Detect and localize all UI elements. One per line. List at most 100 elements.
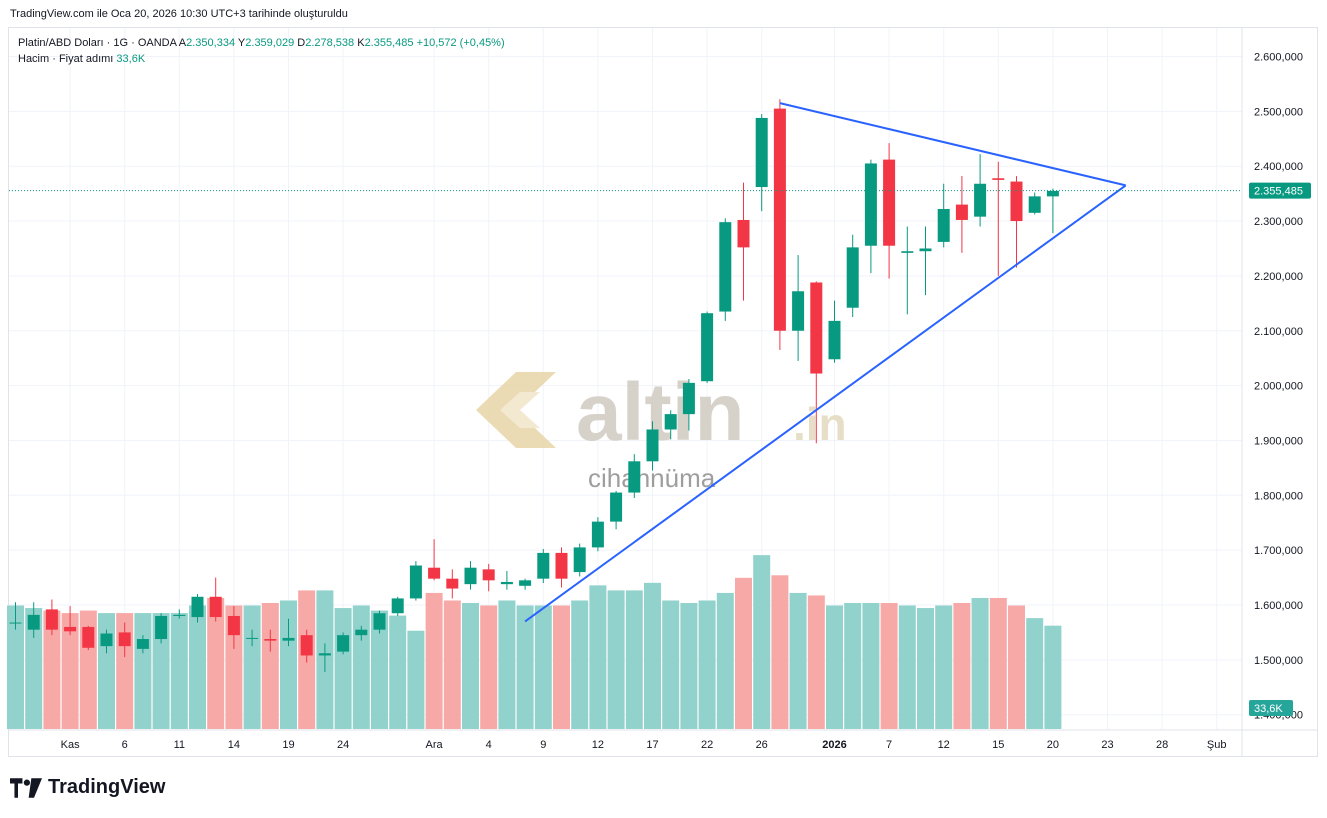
time-tick-label: 14 [228, 739, 240, 751]
candle-body [519, 580, 532, 586]
candles [9, 99, 1059, 672]
watermark-icon-inner [500, 392, 540, 428]
volume-bar [261, 603, 279, 729]
volume-bar [625, 590, 643, 729]
candle-body [27, 614, 40, 630]
volume-bar [571, 600, 589, 729]
volume-bar [1008, 605, 1025, 729]
volume-bar [771, 575, 789, 729]
candle-body [446, 578, 459, 589]
volume-bar [862, 603, 880, 729]
volume-bar [389, 615, 407, 729]
volume-label[interactable]: Hacim · Fiyat adımı [18, 53, 114, 65]
candle-body [955, 204, 968, 220]
time-tick-label: 6 [122, 739, 128, 751]
candle-body [1046, 190, 1059, 197]
candle-body [992, 178, 1005, 180]
time-tick-label: 9 [540, 739, 546, 751]
candle-body [682, 382, 695, 415]
candle-body [227, 615, 240, 636]
volume-bar [243, 605, 261, 729]
candle-body [1028, 196, 1041, 213]
volume-bar [607, 590, 625, 729]
candle-body [337, 635, 350, 652]
price-tick-label: 2.000,000 [1254, 381, 1303, 393]
last-price-badge [1249, 182, 1311, 199]
volume-bar [662, 600, 680, 729]
tradingview-logo-icon [10, 777, 42, 798]
high-label: Y [237, 37, 246, 49]
volume-bar [462, 603, 479, 729]
candle-body [118, 632, 131, 647]
candle-body [846, 247, 859, 308]
price-axis: 2.600,000 2.500,000 2.400,000 2.300,000 2.20… [1254, 52, 1303, 722]
watermark-suffix: .in [793, 398, 847, 450]
time-tick-label: Şub [1207, 739, 1227, 751]
candle-body [300, 635, 313, 656]
time-tick-label: 28 [1156, 739, 1168, 751]
time-tick-label: 12 [938, 739, 950, 751]
candle-body [901, 251, 914, 253]
time-tick-label: 22 [701, 739, 713, 751]
candle-body [100, 633, 113, 647]
volume-bar [334, 608, 352, 729]
volume-bar [898, 605, 916, 729]
chart-frame [8, 27, 1318, 757]
triangle-trendline [524, 184, 1127, 623]
watermark-subtitle: cihannüma [588, 463, 716, 493]
candle-body [701, 313, 714, 382]
volume-bar [498, 600, 516, 729]
volume-bar [826, 605, 843, 729]
close-value: 2.355,485 [364, 37, 414, 49]
time-tick-label: 23 [1101, 739, 1113, 751]
candle-body [773, 108, 786, 331]
volume-bar [352, 605, 370, 729]
volume-bar [189, 605, 206, 729]
price-tick-label: 1.700,000 [1254, 545, 1303, 557]
volume-bar [789, 592, 807, 729]
volume-bar [7, 605, 24, 729]
time-tick-label: 17 [646, 739, 658, 751]
watermark-brand: altin [576, 367, 745, 458]
volume-bars [7, 555, 1062, 729]
time-tick-label: 20 [1047, 739, 1059, 751]
candle-body [409, 565, 422, 599]
low-value: 2.278,538 [305, 37, 355, 49]
candle-body [1010, 181, 1023, 222]
volume-bar [989, 597, 1007, 729]
symbol-name[interactable]: Platin/ABD Doları · 1G · OANDA [18, 37, 177, 49]
candle-body [537, 552, 550, 579]
volume-bar [25, 608, 43, 729]
time-tick-label: Kas [61, 739, 80, 751]
time-tick-label: 4 [486, 739, 492, 751]
close-label: K [357, 37, 365, 49]
candle-body [974, 183, 987, 217]
price-tick-label: 2.600,000 [1254, 52, 1303, 64]
tradingview-wordmark: TradingView [48, 776, 166, 798]
time-tick-label: 2026 [822, 739, 846, 751]
volume-bar [407, 630, 425, 729]
price-tick-label: 1.600,000 [1254, 600, 1303, 612]
candle-body [318, 653, 331, 656]
time-tick-label: 24 [337, 739, 349, 751]
volume-bar [534, 605, 552, 729]
low-label: D [297, 37, 306, 49]
volume-bar [735, 577, 752, 729]
candle-body [810, 282, 823, 374]
price-tick-label: 1.900,000 [1254, 435, 1303, 447]
candle-body [628, 461, 641, 493]
candle-body [737, 219, 750, 248]
volume-bar [443, 600, 461, 729]
volume-bar [589, 585, 607, 729]
candle-body [45, 609, 58, 630]
candle-body [209, 596, 222, 618]
candle-body [82, 626, 95, 648]
volume-bar [953, 603, 971, 729]
candle-body [191, 596, 204, 618]
price-tick-label: 2.200,000 [1254, 271, 1303, 283]
tradingview-logo[interactable]: TradingView [10, 776, 165, 799]
price-tick-label: 1.500,000 [1254, 655, 1303, 667]
candle-body [646, 429, 659, 462]
volume-bar [880, 603, 898, 729]
